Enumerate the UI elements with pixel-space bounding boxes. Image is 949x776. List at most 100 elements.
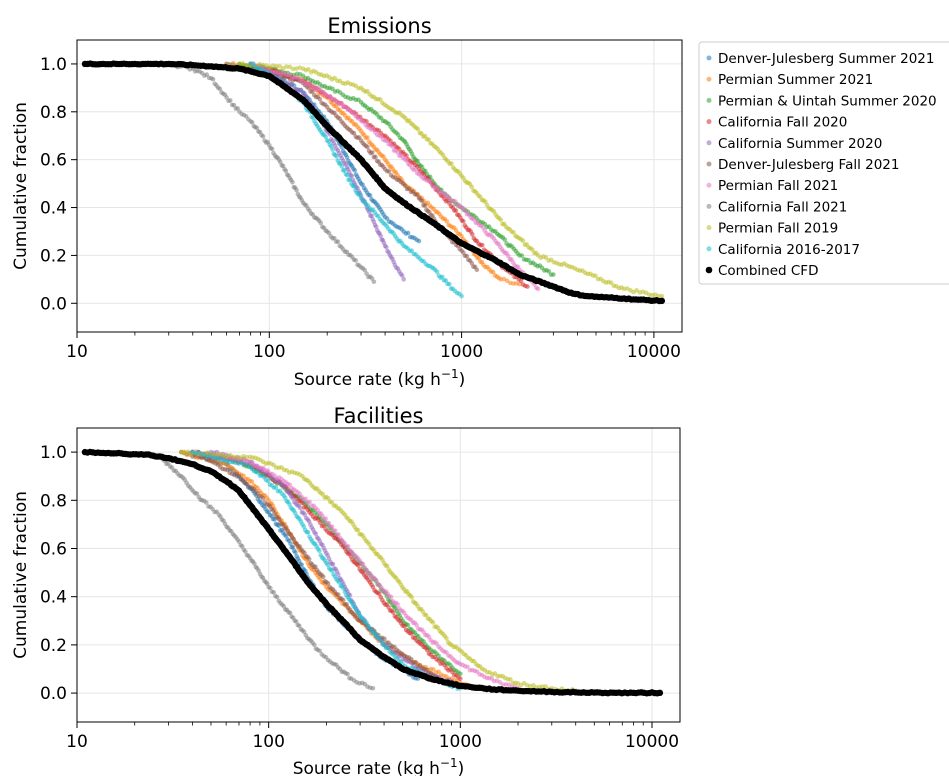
- emissions-series-combined-cfd-point: [147, 60, 155, 68]
- facilities-series-denver-julesberg-summer-2021-point: [290, 544, 296, 550]
- facilities-series-california-fall-2021-point: [293, 619, 299, 624]
- facilities-xtick-label: 100: [252, 732, 284, 752]
- emissions-series-permian-fall-2019-point: [277, 63, 283, 69]
- facilities-series-combined-cfd-point: [488, 686, 495, 693]
- legend-entry: California Summer 2020: [718, 136, 882, 152]
- emissions-series-california-2016-2017-point: [357, 192, 362, 197]
- facilities-title: Facilities: [334, 404, 424, 428]
- emissions-series-permian-uintah-summer-2020-point: [356, 97, 361, 103]
- emissions-series-denver-julesberg-fall-2021-point: [310, 89, 315, 94]
- emissions-series-denver-julesberg-fall-2021-point: [351, 130, 357, 136]
- emissions-series-permian-fall-2021-point: [491, 236, 496, 241]
- emissions-series-permian-fall-2021-point: [287, 72, 292, 78]
- legend-marker: [706, 119, 712, 125]
- facilities-series-california-fall-2021-point: [204, 500, 209, 505]
- legend-entry: Permian Summer 2021: [718, 72, 873, 88]
- emissions-xtick-label: 10000: [627, 342, 681, 362]
- emissions-xtick-label: 100: [253, 342, 285, 362]
- facilities-series-california-fall-2020-point: [303, 504, 309, 510]
- facilities-series-california-fall-2021-point: [246, 553, 251, 559]
- facilities-series-california-fall-2021-point: [311, 642, 317, 648]
- emissions-series-california-2016-2017-point: [344, 172, 350, 178]
- facilities-series-combined-cfd-point: [115, 449, 122, 457]
- emissions-series-california-summer-2020-point: [298, 88, 304, 93]
- facilities-series-california-fall-2020-point: [390, 610, 396, 615]
- emissions-series-permian-fall-2019-point: [449, 161, 454, 166]
- facilities-series-permian-fall-2021-point: [395, 602, 400, 607]
- facilities-series-denver-julesberg-fall-2021-point: [340, 597, 346, 603]
- emissions-xlabel-sup: −1: [441, 367, 459, 381]
- emissions-series-california-fall-2020-point: [453, 208, 459, 213]
- facilities-series-permian-fall-2019-point: [477, 664, 483, 669]
- emissions-series-permian-fall-2019-point: [356, 85, 361, 91]
- emissions-series-california-fall-2021-point: [228, 98, 233, 103]
- facilities-series-denver-julesberg-fall-2021-point: [398, 650, 403, 656]
- facilities-series-permian-fall-2021-point: [307, 499, 312, 505]
- facilities-panel: Facilities Cumulative fraction Source ra…: [11, 404, 681, 776]
- facilities-series-california-fall-2021-point: [313, 646, 319, 651]
- facilities-ytick-label: 0.4: [40, 588, 67, 608]
- facilities-series-california-2016-2017-point: [317, 548, 322, 554]
- emissions-series-permian-fall-2019-point: [240, 61, 246, 66]
- facilities-series-permian-summer-2021-point: [431, 667, 436, 672]
- emissions-series-permian-fall-2019-point: [593, 273, 598, 279]
- facilities-ytick-label: 1.0: [40, 443, 67, 463]
- facilities-series-permian-fall-2019-point: [384, 563, 390, 569]
- emissions-series-denver-julesberg-fall-2021-point: [373, 154, 378, 160]
- emissions-series-california-2016-2017-point: [440, 274, 445, 280]
- emissions-series-california-summer-2020-point: [369, 213, 374, 219]
- facilities-series-permian-fall-2019-point: [380, 557, 385, 563]
- facilities-series-combined-cfd-point: [545, 688, 553, 695]
- facilities-series-permian-summer-2021-point: [245, 476, 251, 482]
- facilities-series-permian-fall-2021: [190, 449, 521, 691]
- facilities-series-permian-fall-2021-point: [373, 577, 379, 583]
- facilities-series-california-2016-2017-point: [329, 568, 335, 573]
- facilities-series-denver-julesberg-fall-2021-point: [424, 667, 429, 672]
- emissions-series-california-summer-2020-point: [342, 160, 347, 166]
- emissions-series-denver-julesberg-fall-2021-point: [369, 150, 375, 155]
- facilities-series-denver-julesberg-summer-2021-point: [283, 533, 289, 539]
- facilities-series-california-2016-2017-point: [378, 638, 384, 643]
- facilities-series-permian-fall-2021-point: [326, 520, 332, 526]
- facilities-series-denver-julesberg-fall-2021-point: [344, 602, 349, 607]
- emissions-title: Emissions: [327, 14, 431, 38]
- facilities-series-permian-fall-2019-point: [340, 510, 346, 516]
- facilities-plot-area: [76, 427, 681, 723]
- facilities-series-denver-julesberg-fall-2021-point: [320, 574, 326, 580]
- emissions-series-denver-julesberg-fall-2021-point: [414, 192, 420, 198]
- facilities-series-california-2016-2017-point: [356, 611, 362, 616]
- facilities-series-denver-julesberg-summer-2021-point: [413, 675, 418, 681]
- facilities-series-california-fall-2020-point: [398, 620, 404, 626]
- facilities-series-permian-fall-2021-point: [345, 544, 351, 549]
- facilities-series-california-2016-2017-point: [336, 579, 342, 585]
- emissions-series-permian-fall-2021-point: [389, 144, 395, 149]
- emissions-series-permian-summer-2021-point: [457, 231, 463, 237]
- emissions-series-denver-julesberg-fall-2021-point: [365, 144, 370, 150]
- emissions-series-permian-summer-2021-point: [496, 275, 502, 281]
- emissions-series-california-fall-2021-point: [210, 76, 216, 82]
- emissions-series-denver-julesberg-fall-2021-point: [381, 164, 386, 170]
- emissions-series-combined-cfd-point: [115, 60, 122, 68]
- facilities-series-california-fall-2021-point: [287, 610, 293, 616]
- legend-frame: [698, 41, 949, 285]
- emissions-series-california-2016-2017-point: [447, 281, 452, 287]
- emissions-series-combined-cfd-point: [128, 60, 136, 68]
- emissions-series-permian-fall-2019-point: [543, 255, 549, 260]
- emissions-series-california-summer-2020-point: [378, 233, 383, 239]
- legend-marker: [706, 161, 712, 167]
- emissions-series-permian-summer-2021-point: [444, 218, 450, 224]
- facilities-series-california-fall-2021-point: [177, 473, 182, 478]
- emissions-series-denver-julesberg-summer-2021-point: [342, 150, 347, 156]
- emissions-series-california-fall-2020-point: [470, 232, 475, 237]
- facilities-series-california-2016-2017-point: [325, 562, 331, 568]
- facilities-series-california-fall-2021-point: [297, 623, 302, 629]
- facilities-xlabel-main: Source rate (kg h: [293, 759, 440, 776]
- legend-entry: Denver-Julesberg Fall 2021: [718, 157, 900, 173]
- facilities-series-denver-julesberg-summer-2021-point: [264, 509, 270, 514]
- emissions-series-permian-fall-2021-point: [462, 208, 468, 214]
- emissions-series-california-fall-2021-point: [206, 75, 212, 81]
- legend-marker: [706, 246, 712, 252]
- facilities-series-combined-cfd-point: [610, 689, 617, 696]
- facilities-series-california-fall-2021-point: [214, 509, 220, 515]
- emissions-series-california-fall-2021-point: [222, 92, 228, 98]
